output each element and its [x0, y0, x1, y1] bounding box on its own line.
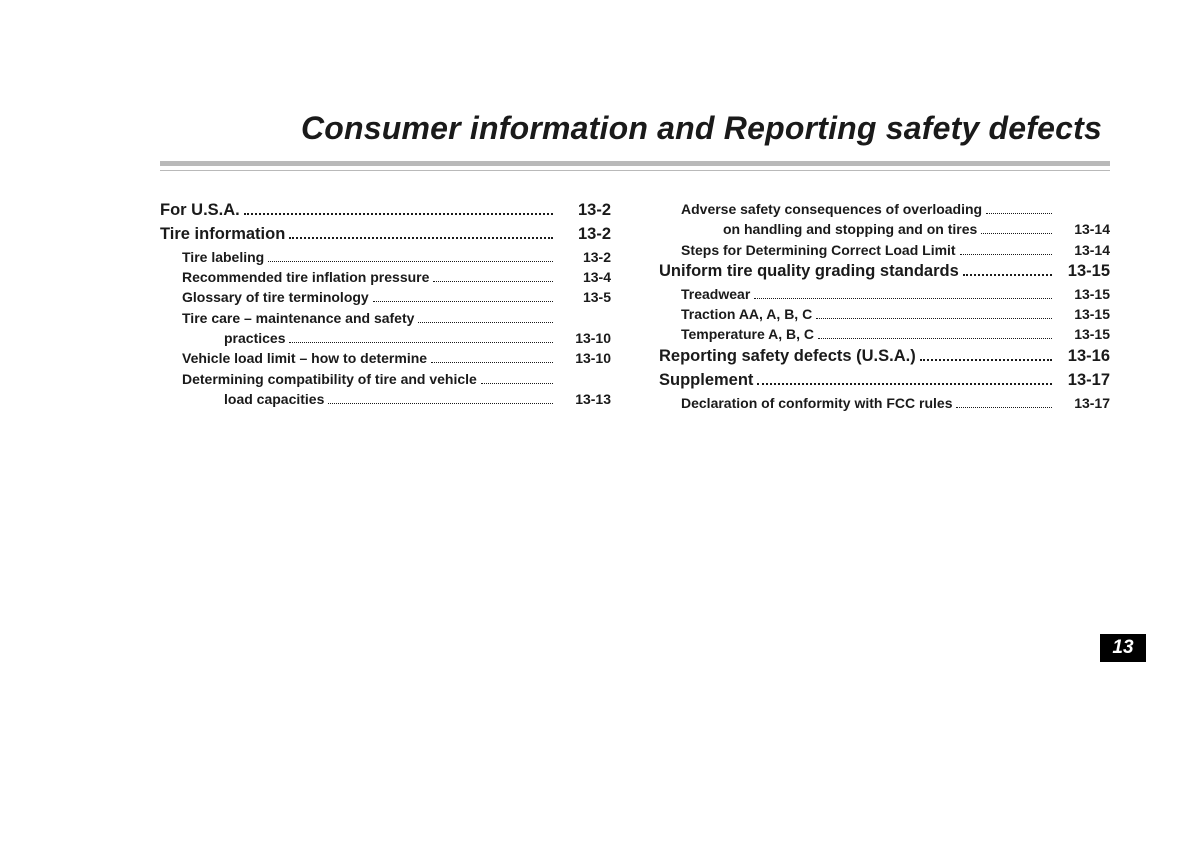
toc-page: 13-15: [1056, 260, 1110, 284]
toc-page: 13-16: [1056, 345, 1110, 369]
toc-entry-continuation: load capacities 13-13: [160, 389, 611, 409]
toc-entry: Determining compatibility of tire and ve…: [160, 369, 611, 389]
divider-thin: [160, 170, 1110, 171]
toc-page: 13-15: [1056, 284, 1110, 304]
leader-dots: [818, 325, 1052, 339]
toc-page: 13-2: [557, 247, 611, 267]
toc-label: Tire labeling: [182, 247, 264, 267]
toc-label: Supplement: [659, 369, 753, 393]
toc-page: 13-15: [1056, 304, 1110, 324]
leader-dots: [981, 220, 1052, 234]
toc-entry: Steps for Determining Correct Load Limit…: [659, 240, 1110, 260]
leader-dots: [373, 288, 553, 302]
toc-label-cont: load capacities: [182, 389, 324, 409]
toc-columns: For U.S.A.13-2Tire information13-2Tire l…: [160, 199, 1110, 413]
toc-label-cont: on handling and stopping and on tires: [681, 219, 977, 239]
toc-label: Declaration of conformity with FCC rules: [681, 393, 952, 413]
toc-label: Treadwear: [681, 284, 750, 304]
leader-dots: [481, 369, 553, 383]
toc-entry: Tire labeling 13-2: [160, 247, 611, 267]
chapter-tab: 13: [1100, 634, 1146, 662]
leader-dots: [960, 240, 1052, 254]
toc-page: 13-2: [557, 223, 611, 247]
toc-entry: Temperature A, B, C 13-15: [659, 324, 1110, 344]
leader-dots: [920, 346, 1052, 360]
toc-entry: For U.S.A. 13-2: [160, 199, 611, 223]
toc-entry: Traction AA, A, B, C 13-15: [659, 304, 1110, 324]
toc-label-cont: practices: [182, 328, 285, 348]
toc-page: 13-17: [1056, 393, 1110, 413]
leader-dots: [754, 284, 1052, 298]
leader-dots: [963, 262, 1052, 276]
toc-column-left: For U.S.A.13-2Tire information13-2Tire l…: [160, 199, 611, 413]
toc-entry-continuation: on handling and stopping and on tires 13-…: [659, 219, 1110, 239]
leader-dots: [244, 201, 553, 215]
leader-dots: [289, 225, 553, 239]
leader-dots: [816, 305, 1052, 319]
leader-dots: [431, 349, 553, 363]
page-title: Consumer information and Reporting safet…: [160, 110, 1110, 159]
toc-label: Tire care – maintenance and safety: [182, 308, 414, 328]
toc-page: 13-10: [557, 328, 611, 348]
toc-label: Glossary of tire terminology: [182, 287, 369, 307]
toc-label: Tire information: [160, 223, 285, 247]
toc-label: Recommended tire inflation pressure: [182, 267, 429, 287]
leader-dots: [268, 247, 553, 261]
leader-dots: [956, 393, 1052, 407]
toc-page: 13-4: [557, 267, 611, 287]
toc-column-right: Adverse safety consequences of overloadi…: [659, 199, 1110, 413]
leader-dots: [328, 390, 553, 404]
toc-page: 13-14: [1056, 240, 1110, 260]
leader-dots: [757, 370, 1052, 384]
toc-label: Adverse safety consequences of overloadi…: [681, 199, 982, 219]
toc-entry: Tire information 13-2: [160, 223, 611, 247]
toc-label: Reporting safety defects (U.S.A.): [659, 345, 916, 369]
toc-page: 13-10: [557, 348, 611, 368]
toc-page: 13-15: [1056, 324, 1110, 344]
leader-dots: [289, 329, 553, 343]
toc-label: Vehicle load limit – how to determine: [182, 348, 427, 368]
toc-label: Uniform tire quality grading standards: [659, 260, 959, 284]
toc-page: 13-13: [557, 389, 611, 409]
toc-label: Determining compatibility of tire and ve…: [182, 369, 477, 389]
manual-page: Consumer information and Reporting safet…: [0, 0, 1200, 863]
toc-label: Steps for Determining Correct Load Limit: [681, 240, 956, 260]
leader-dots: [986, 200, 1052, 214]
toc-entry: Vehicle load limit – how to determine 13-…: [160, 348, 611, 368]
toc-entry: Reporting safety defects (U.S.A.) 13-16: [659, 345, 1110, 369]
leader-dots: [418, 308, 553, 322]
toc-label: Temperature A, B, C: [681, 324, 814, 344]
toc-entry: Supplement 13-17: [659, 369, 1110, 393]
toc-entry: Recommended tire inflation pressure 13-4: [160, 267, 611, 287]
toc-page: 13-2: [557, 199, 611, 223]
toc-entry: Glossary of tire terminology 13-5: [160, 287, 611, 307]
toc-entry: Treadwear 13-15: [659, 284, 1110, 304]
toc-label: Traction AA, A, B, C: [681, 304, 812, 324]
content-area: Consumer information and Reporting safet…: [160, 110, 1110, 413]
toc-entry: Adverse safety consequences of overloadi…: [659, 199, 1110, 219]
leader-dots: [433, 268, 553, 282]
toc-entry: Uniform tire quality grading standards 13…: [659, 260, 1110, 284]
toc-entry-continuation: practices 13-10: [160, 328, 611, 348]
toc-entry: Declaration of conformity with FCC rules…: [659, 393, 1110, 413]
divider-thick: [160, 161, 1110, 166]
toc-label: For U.S.A.: [160, 199, 240, 223]
toc-page: 13-5: [557, 287, 611, 307]
toc-page: 13-14: [1056, 219, 1110, 239]
toc-entry: Tire care – maintenance and safety.: [160, 308, 611, 328]
toc-page: 13-17: [1056, 369, 1110, 393]
